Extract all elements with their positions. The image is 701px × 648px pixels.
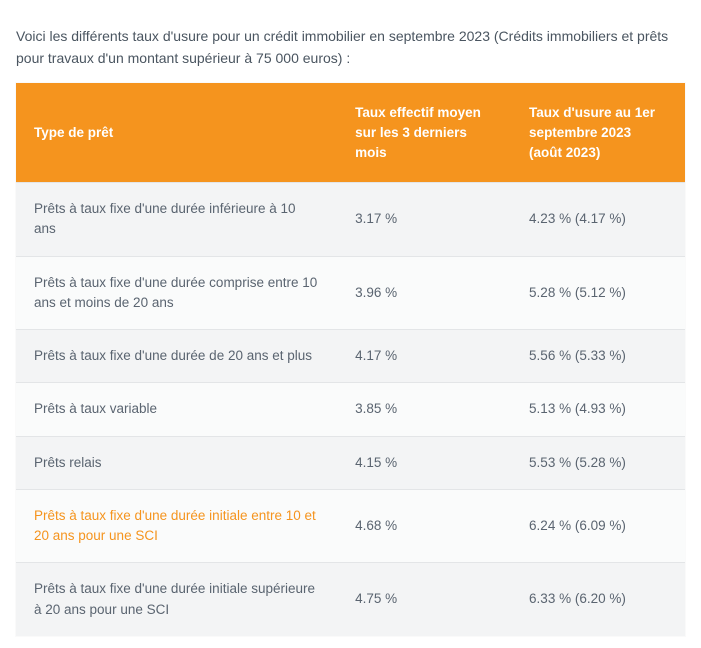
cell-usury-rate: 6.24 % (6.09 %): [511, 489, 685, 563]
table-row: Prêts à taux fixe d'une durée inférieure…: [16, 183, 685, 257]
table-row: Prêts à taux fixe d'une durée initiale s…: [16, 563, 685, 636]
table-header: Type de prêt Taux effectif moyen sur les…: [16, 83, 685, 182]
cell-usury-rate: 5.53 % (5.28 %): [511, 436, 685, 489]
cell-avg-rate: 3.96 %: [337, 256, 511, 330]
cell-loan-type: Prêts à taux fixe d'une durée comprise e…: [16, 256, 337, 330]
cell-usury-rate: 4.23 % (4.17 %): [511, 183, 685, 257]
table-row: Prêts relais4.15 %5.53 % (5.28 %): [16, 436, 685, 489]
table-body: Prêts à taux fixe d'une durée inférieure…: [16, 183, 685, 636]
cell-avg-rate: 3.17 %: [337, 183, 511, 257]
col-header-rate1: Taux effectif moyen sur les 3 derniers m…: [337, 83, 511, 182]
table-row: Prêts à taux fixe d'une durée comprise e…: [16, 256, 685, 330]
cell-loan-type: Prêts à taux fixe d'une durée inférieure…: [16, 183, 337, 257]
table-row: Prêts à taux fixe d'une durée initiale e…: [16, 489, 685, 563]
cell-usury-rate: 6.33 % (6.20 %): [511, 563, 685, 636]
col-header-rate2: Taux d'usure au 1er septembre 2023 (août…: [511, 83, 685, 182]
table-row: Prêts à taux fixe d'une durée de 20 ans …: [16, 330, 685, 383]
cell-avg-rate: 3.85 %: [337, 383, 511, 436]
col-header-type: Type de prêt: [16, 83, 337, 182]
cell-loan-type: Prêts à taux variable: [16, 383, 337, 436]
cell-loan-type[interactable]: Prêts à taux fixe d'une durée initiale e…: [16, 489, 337, 563]
cell-loan-type: Prêts à taux fixe d'une durée de 20 ans …: [16, 330, 337, 383]
rates-table: Type de prêt Taux effectif moyen sur les…: [16, 83, 685, 635]
cell-avg-rate: 4.68 %: [337, 489, 511, 563]
cell-usury-rate: 5.56 % (5.33 %): [511, 330, 685, 383]
intro-paragraph: Voici les différents taux d'usure pour u…: [16, 26, 685, 69]
table-row: Prêts à taux variable3.85 %5.13 % (4.93 …: [16, 383, 685, 436]
cell-usury-rate: 5.28 % (5.12 %): [511, 256, 685, 330]
cell-avg-rate: 4.75 %: [337, 563, 511, 636]
cell-usury-rate: 5.13 % (4.93 %): [511, 383, 685, 436]
cell-loan-type: Prêts à taux fixe d'une durée initiale s…: [16, 563, 337, 636]
cell-loan-type: Prêts relais: [16, 436, 337, 489]
cell-avg-rate: 4.17 %: [337, 330, 511, 383]
cell-avg-rate: 4.15 %: [337, 436, 511, 489]
